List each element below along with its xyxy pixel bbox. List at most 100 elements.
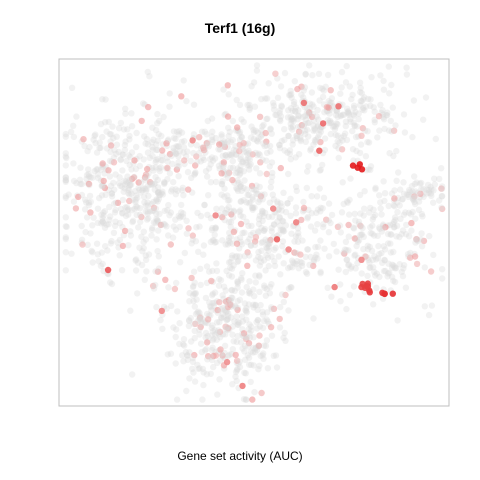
cell-point <box>297 129 305 136</box>
cell-point <box>263 309 271 316</box>
cell-point <box>191 171 198 178</box>
cell-point <box>131 188 139 195</box>
cell-point <box>225 218 233 226</box>
cell-point <box>243 283 250 291</box>
cell-point <box>255 135 262 142</box>
cell-point <box>436 197 443 204</box>
cell-point <box>285 107 292 114</box>
cell-point <box>216 141 223 148</box>
cell-point <box>62 214 69 221</box>
cell-point <box>111 200 118 207</box>
cell-point <box>246 104 253 112</box>
cell-point <box>176 147 183 155</box>
cell-point <box>358 90 365 97</box>
cell-point <box>229 302 236 309</box>
cell-point <box>78 180 86 188</box>
cell-point <box>128 207 136 214</box>
cell-point <box>289 123 296 130</box>
cell-point <box>204 310 211 318</box>
cell-point <box>216 376 223 383</box>
cell-point <box>173 396 181 403</box>
cell-point <box>201 201 208 209</box>
cell-point <box>176 223 183 231</box>
cell-point <box>352 251 359 258</box>
cell-point <box>150 219 158 226</box>
cell-point <box>338 84 345 91</box>
cell-point <box>249 194 256 201</box>
cell-point <box>310 103 317 110</box>
cell-point <box>399 196 406 203</box>
cell-point <box>142 252 149 259</box>
cell-point <box>184 352 191 359</box>
cell-point <box>129 218 136 226</box>
cell-point <box>152 156 160 164</box>
cell-point <box>222 325 230 333</box>
cell-point <box>251 204 258 211</box>
cell-point <box>297 137 304 145</box>
cell-point <box>245 289 252 297</box>
cell-point <box>170 148 177 155</box>
cell-point <box>239 318 247 325</box>
cell-point <box>209 157 217 164</box>
cell-point <box>246 162 253 169</box>
cell-point <box>317 204 324 211</box>
cell-point <box>367 96 374 103</box>
cell-point <box>192 162 199 169</box>
x-axis-label: Gene set activity (AUC) <box>177 449 303 463</box>
cell-point <box>282 222 290 229</box>
cell-point <box>319 205 326 212</box>
cell-point <box>268 305 275 313</box>
cell-point <box>163 305 170 312</box>
cell-point <box>217 334 224 341</box>
cell-point <box>276 144 284 152</box>
cell-point <box>391 187 398 194</box>
cell-point <box>140 193 148 201</box>
cell-point <box>126 161 133 169</box>
cell-point <box>346 291 354 299</box>
cell-point <box>420 116 427 123</box>
cell-point <box>267 125 274 132</box>
cell-point <box>266 283 274 291</box>
cell-point <box>298 262 306 269</box>
cell-point <box>120 188 127 195</box>
cell-point <box>219 214 226 221</box>
cell-point <box>357 84 364 92</box>
cell-point <box>288 116 295 123</box>
cell-point <box>145 251 153 258</box>
cell-point <box>355 110 362 117</box>
cell-point <box>364 242 371 249</box>
cell-point <box>247 361 255 368</box>
cell-point <box>302 116 309 123</box>
cell-point <box>209 337 216 344</box>
cell-point <box>94 205 102 212</box>
cell-point <box>190 101 198 108</box>
cell-point <box>86 143 93 151</box>
cell-point <box>233 377 240 385</box>
cell-point <box>365 139 373 146</box>
cell-point <box>254 190 261 197</box>
cell-point <box>258 210 266 217</box>
cell-point <box>221 138 228 145</box>
cell-point <box>230 207 237 214</box>
cell-point <box>411 253 419 260</box>
cell-point <box>340 249 347 256</box>
cell-point <box>247 323 255 330</box>
cell-point <box>312 138 319 145</box>
cell-point <box>410 194 418 201</box>
cell-point <box>367 166 374 174</box>
cell-point <box>246 235 253 243</box>
cell-point <box>90 214 97 221</box>
cell-point <box>430 199 437 206</box>
cell-point <box>227 218 235 226</box>
cell-point <box>285 307 292 314</box>
cell-point <box>192 290 199 297</box>
cell-point <box>153 146 160 154</box>
cell-point <box>197 323 204 331</box>
cell-point <box>165 284 172 291</box>
cell-point <box>78 236 86 243</box>
cell-point <box>86 192 94 200</box>
cell-point <box>218 170 225 177</box>
cell-point <box>234 169 241 176</box>
cell-point <box>246 321 253 328</box>
cell-point <box>121 141 129 149</box>
